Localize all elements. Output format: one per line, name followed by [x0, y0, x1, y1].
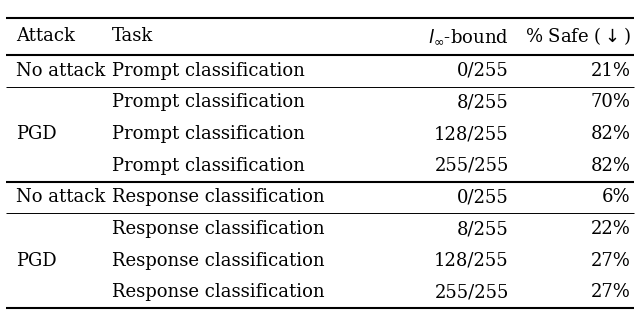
- Text: 0/255: 0/255: [457, 188, 509, 206]
- Text: % Safe ($\downarrow$): % Safe ($\downarrow$): [525, 26, 630, 47]
- Text: No attack: No attack: [16, 62, 106, 80]
- Text: Prompt classification: Prompt classification: [112, 62, 305, 80]
- Text: 82%: 82%: [590, 125, 630, 143]
- Text: 21%: 21%: [590, 62, 630, 80]
- Text: 70%: 70%: [590, 93, 630, 111]
- Text: Prompt classification: Prompt classification: [112, 93, 305, 111]
- Text: Response classification: Response classification: [112, 220, 324, 238]
- Text: 27%: 27%: [591, 252, 630, 270]
- Text: PGD: PGD: [16, 252, 56, 270]
- Text: 22%: 22%: [591, 220, 630, 238]
- Text: 128/255: 128/255: [434, 125, 509, 143]
- Text: $l_\infty$-bound: $l_\infty$-bound: [428, 27, 509, 46]
- Text: Prompt classification: Prompt classification: [112, 157, 305, 175]
- Text: Response classification: Response classification: [112, 283, 324, 301]
- Text: 255/255: 255/255: [435, 157, 509, 175]
- Text: Attack: Attack: [16, 27, 75, 45]
- Text: 27%: 27%: [591, 283, 630, 301]
- Text: Response classification: Response classification: [112, 252, 324, 270]
- Text: 8/255: 8/255: [457, 220, 509, 238]
- Text: 255/255: 255/255: [435, 283, 509, 301]
- Text: Task: Task: [112, 27, 154, 45]
- Text: No attack: No attack: [16, 188, 106, 206]
- Text: 128/255: 128/255: [434, 252, 509, 270]
- Text: 6%: 6%: [602, 188, 630, 206]
- Text: PGD: PGD: [16, 125, 56, 143]
- Text: Prompt classification: Prompt classification: [112, 125, 305, 143]
- Text: 82%: 82%: [590, 157, 630, 175]
- Text: 0/255: 0/255: [457, 62, 509, 80]
- Text: Response classification: Response classification: [112, 188, 324, 206]
- Text: 8/255: 8/255: [457, 93, 509, 111]
